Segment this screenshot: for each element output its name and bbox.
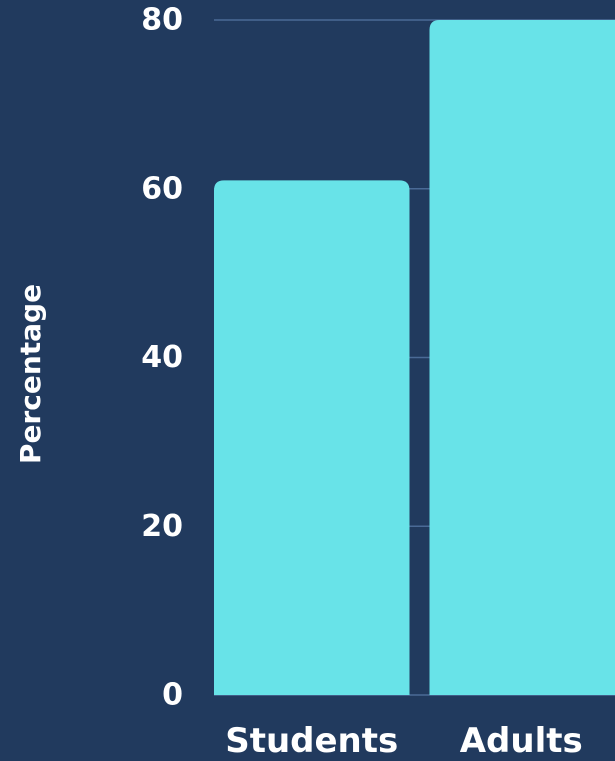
bar-students bbox=[214, 180, 410, 695]
y-tick-label-80: 80 bbox=[141, 3, 183, 38]
x-tick-label-students: Students bbox=[225, 721, 398, 761]
y-tick-label-0: 0 bbox=[162, 678, 183, 713]
y-axis-ticks: 0 20 40 60 80 bbox=[141, 3, 183, 713]
y-tick-label-60: 60 bbox=[141, 171, 183, 206]
y-tick-label-40: 40 bbox=[141, 340, 183, 375]
bar-adults bbox=[429, 20, 615, 695]
x-tick-label-adults: Adults bbox=[460, 721, 583, 761]
y-tick-label-20: 20 bbox=[141, 509, 183, 544]
y-axis-title: Percentage bbox=[14, 284, 47, 464]
x-axis-ticks: Students Adults bbox=[225, 721, 583, 761]
bars bbox=[214, 20, 615, 695]
